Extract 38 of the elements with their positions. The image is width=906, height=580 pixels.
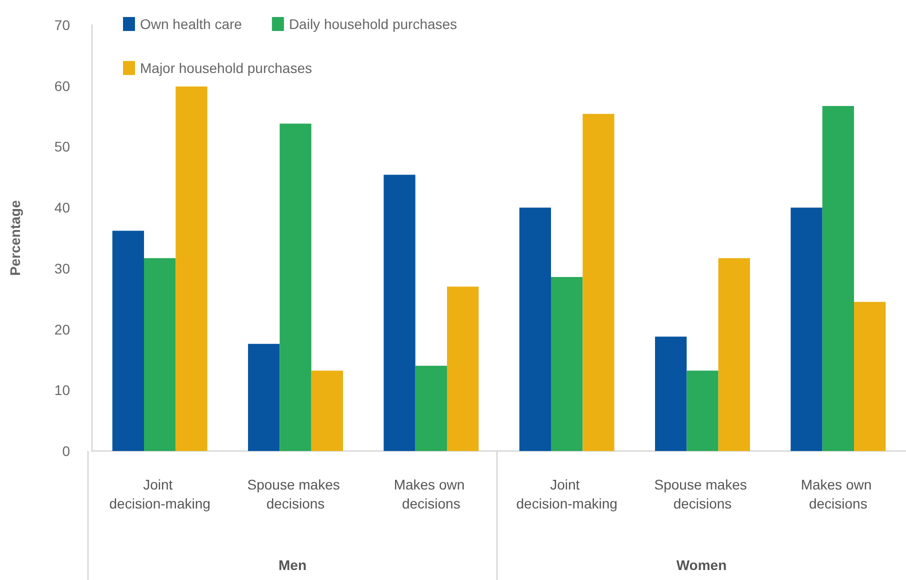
y-axis-title: Percentage bbox=[7, 200, 23, 276]
y-tick-label: 70 bbox=[54, 17, 70, 33]
bar bbox=[415, 366, 447, 451]
bar bbox=[248, 344, 280, 451]
bar bbox=[718, 258, 750, 451]
bar bbox=[822, 106, 854, 451]
y-tick-label: 30 bbox=[54, 260, 70, 276]
legend-label: Daily household purchases bbox=[288, 16, 458, 32]
y-tick-label: 40 bbox=[54, 200, 70, 216]
bar bbox=[112, 230, 144, 451]
y-tick-label: 60 bbox=[54, 78, 70, 94]
bar bbox=[551, 276, 583, 451]
x-tick-label: Spouse makes decisions bbox=[654, 476, 751, 512]
bar bbox=[790, 208, 822, 451]
bar bbox=[280, 124, 312, 451]
legend-label: Major household purchases bbox=[140, 60, 312, 76]
x-tick-label: Spouse makes decisions bbox=[247, 476, 344, 512]
bar bbox=[582, 114, 614, 451]
legend-label: Own health care bbox=[140, 16, 242, 32]
x-tick-label: Makes own decisions bbox=[394, 476, 469, 512]
text: Men bbox=[278, 557, 306, 573]
x-tick-label: Joint decision-making bbox=[109, 476, 210, 512]
y-tick-label: 0 bbox=[62, 443, 70, 459]
bar bbox=[311, 370, 343, 451]
bar bbox=[686, 370, 718, 451]
y-tick-label: 10 bbox=[54, 382, 70, 398]
bar bbox=[384, 174, 416, 451]
y-tick-label: 20 bbox=[54, 321, 70, 338]
bar bbox=[446, 286, 479, 451]
bar bbox=[519, 208, 552, 451]
x-tick-label: Joint decision-making bbox=[516, 476, 618, 512]
bar bbox=[854, 302, 886, 451]
bar bbox=[655, 336, 687, 451]
bar bbox=[144, 258, 176, 451]
text: Women bbox=[676, 557, 727, 573]
y-tick-label: 50 bbox=[54, 138, 70, 155]
bar bbox=[176, 86, 208, 451]
x-tick-label: Makes own decisions bbox=[800, 476, 876, 512]
